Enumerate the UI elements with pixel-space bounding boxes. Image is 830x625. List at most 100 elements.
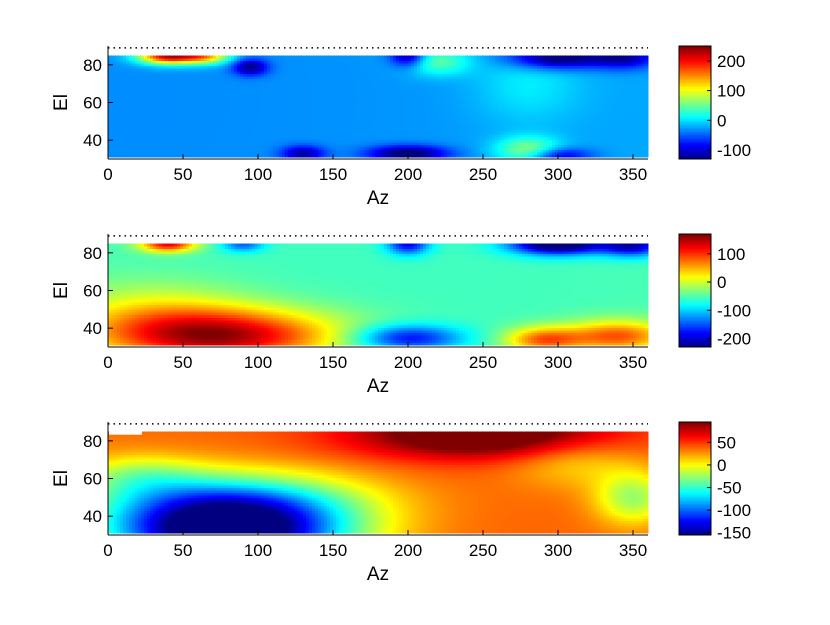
heatmap-cell <box>330 129 334 133</box>
heatmap-cell <box>378 124 382 128</box>
heatmap-cell <box>537 118 541 123</box>
heatmap-cell <box>117 126 121 130</box>
heatmap-cell <box>600 144 604 148</box>
heatmap-cell <box>426 121 430 125</box>
heatmap-cell <box>624 136 628 140</box>
heatmap-cell <box>582 149 586 153</box>
heatmap-cell <box>567 131 571 135</box>
heatmap-cell <box>135 103 139 107</box>
heatmap-cell <box>369 131 373 135</box>
heatmap-cell <box>399 146 403 151</box>
heatmap-cell <box>363 146 367 151</box>
heatmap-cell <box>612 144 616 148</box>
heatmap-cell <box>216 141 220 145</box>
heatmap-cell <box>159 131 163 135</box>
heatmap-cell <box>198 134 202 138</box>
heatmap-cell <box>477 149 481 153</box>
heatmap-cell <box>546 146 550 151</box>
heatmap-cell <box>609 134 613 138</box>
heatmap-cell <box>471 118 475 123</box>
heatmap-cell <box>423 141 427 145</box>
heatmap-cell <box>378 149 382 153</box>
heatmap-cell <box>387 121 391 125</box>
heatmap-cell <box>528 144 532 148</box>
heatmap-cell <box>366 121 370 125</box>
heatmap-cell <box>531 154 535 158</box>
heatmap-cell <box>264 139 268 143</box>
heatmap-cell <box>534 106 538 110</box>
heatmap-cell <box>492 149 496 153</box>
heatmap-cell <box>555 141 559 145</box>
heatmap-cell <box>543 111 547 115</box>
heatmap-cell <box>180 108 184 112</box>
heatmap-cell <box>570 121 574 125</box>
heatmap-cell <box>417 141 421 145</box>
heatmap-cell <box>246 106 250 110</box>
heatmap-cell <box>174 124 178 128</box>
heatmap-cell <box>594 118 598 123</box>
heatmap-cell <box>264 106 268 110</box>
heatmap-cell <box>381 126 385 130</box>
heatmap-cell <box>255 139 259 143</box>
heatmap-cell <box>276 131 280 135</box>
heatmap-cell <box>108 129 112 133</box>
heatmap-cell <box>291 116 295 120</box>
heatmap-cell <box>201 113 205 118</box>
heatmap-cell <box>510 134 514 138</box>
heatmap-cell <box>201 126 205 130</box>
heatmap-cell <box>618 106 622 110</box>
heatmap-cell <box>378 106 382 110</box>
heatmap-cell <box>606 113 610 118</box>
heatmap-cell <box>144 141 148 145</box>
heatmap-cell <box>333 139 337 143</box>
heatmap-cell <box>378 134 382 138</box>
heatmap-cell <box>564 126 568 130</box>
heatmap-cell <box>495 116 499 120</box>
heatmap-cell <box>333 116 337 120</box>
heatmap-cell <box>372 131 376 135</box>
heatmap-cell <box>567 108 571 112</box>
heatmap-cell <box>555 134 559 138</box>
heatmap-cell <box>414 121 418 125</box>
heatmap-cell <box>306 129 310 133</box>
heatmap-cell <box>219 113 223 118</box>
heatmap-cell <box>393 108 397 112</box>
heatmap-cell <box>561 121 565 125</box>
heatmap-cell <box>507 108 511 112</box>
heatmap-cell <box>585 134 589 138</box>
heatmap-cell <box>225 144 229 148</box>
heatmap-cell <box>294 106 298 110</box>
heatmap-cell <box>537 108 541 112</box>
heatmap-cell <box>159 152 163 156</box>
heatmap-cell <box>639 106 643 110</box>
heatmap-cell <box>273 103 277 107</box>
heatmap-cell <box>273 139 277 143</box>
heatmap-cell <box>588 149 592 153</box>
heatmap-cell <box>540 118 544 123</box>
heatmap-cell <box>411 118 415 123</box>
heatmap-cell <box>129 149 133 153</box>
heatmap-cell <box>180 154 184 158</box>
heatmap-cell <box>636 113 640 118</box>
heatmap-cell <box>324 139 328 143</box>
heatmap-cell <box>291 149 295 153</box>
heatmap-cell <box>420 113 424 118</box>
heatmap-cell <box>285 139 289 143</box>
heatmap-cell <box>237 121 241 125</box>
heatmap-cell <box>264 116 268 120</box>
heatmap-cell <box>165 121 169 125</box>
heatmap-cell <box>594 106 598 110</box>
heatmap-cell <box>156 139 160 143</box>
heatmap-cell <box>504 144 508 148</box>
heatmap-cell <box>252 149 256 153</box>
heatmap-cell <box>399 129 403 133</box>
heatmap-cell <box>492 118 496 123</box>
heatmap-cell <box>621 154 625 158</box>
heatmap-cell <box>546 116 550 120</box>
heatmap-cell <box>342 124 346 128</box>
heatmap-cell <box>420 131 424 135</box>
heatmap-cell <box>123 154 127 158</box>
heatmap-cell <box>363 144 367 148</box>
heatmap-cell <box>153 124 157 128</box>
heatmap-cell <box>429 129 433 133</box>
